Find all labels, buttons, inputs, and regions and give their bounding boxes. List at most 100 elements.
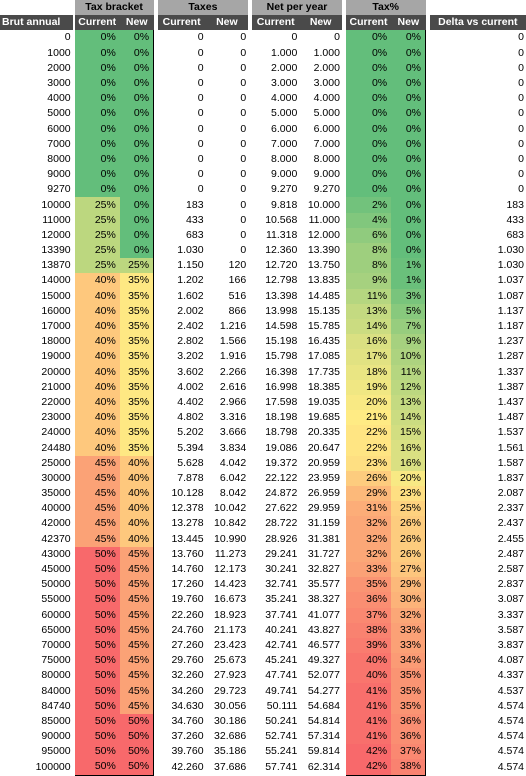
cell-net-current: 16.398 xyxy=(265,365,298,378)
cell-taxes-current: 3.602 xyxy=(177,365,204,378)
cell-bracket-current: 0% xyxy=(74,136,120,152)
cell-taxes-new: 0 xyxy=(240,198,247,211)
cell-net-new: 12.000 xyxy=(307,228,340,241)
cell-taxes-new: 2.616 xyxy=(219,380,247,393)
cell-taxes-current: 2.402 xyxy=(177,320,204,333)
cell-taxpct-current: 0% xyxy=(345,60,392,76)
cell-brut-annual: 50000 xyxy=(41,578,71,591)
cell-bracket-current: 40% xyxy=(74,288,120,304)
cell-taxpct-new: 34% xyxy=(391,653,427,669)
cell-taxpct-new: 0% xyxy=(391,243,427,259)
cell-net-new: 19.685 xyxy=(307,411,340,424)
cell-taxpct-current: 33% xyxy=(345,561,392,578)
cell-net-new: 49.327 xyxy=(307,654,340,667)
cell-bracket-current: 50% xyxy=(74,561,120,578)
cell-taxpct-new: 35% xyxy=(391,698,427,714)
cell-bracket-current: 0% xyxy=(74,75,120,92)
cell-net-current: 29.241 xyxy=(265,547,298,560)
cell-bracket-current: 45% xyxy=(74,486,120,502)
cell-bracket-new: 45% xyxy=(119,653,155,669)
cell-taxes-current: 0 xyxy=(197,152,204,165)
cell-taxpct-new: 1% xyxy=(391,273,427,289)
cell-taxes-new: 0 xyxy=(240,183,247,196)
table-row: 75000 50% 45% 29.760 25.673 45.241 49.327 40% 34… xyxy=(0,653,526,669)
cell-taxes-current: 5.394 xyxy=(177,441,204,454)
table-row: 90000 50% 50% 37.260 32.686 52.741 57.314 41% 36… xyxy=(0,729,526,745)
table-row: 20000 40% 35% 3.602 2.266 16.398 17.735 18% 11% 1… xyxy=(0,364,526,380)
cell-taxpct-new: 3% xyxy=(391,288,427,304)
cell-net-current: 12.360 xyxy=(265,244,298,257)
cell-taxes-current: 0 xyxy=(197,77,204,90)
cell-delta: 0 xyxy=(518,46,524,59)
cell-taxpct-current: 41% xyxy=(345,713,392,729)
cell-delta: 1.487 xyxy=(497,411,524,424)
cell-bracket-new: 45% xyxy=(119,577,155,593)
cell-taxes-new: 18.923 xyxy=(214,608,247,621)
cell-net-current: 28.722 xyxy=(265,517,298,530)
cell-bracket-current: 45% xyxy=(74,455,120,471)
cell-taxes-current: 0 xyxy=(197,46,204,59)
col-header-taxpct-current: Current xyxy=(345,15,392,31)
cell-taxes-current: 39.760 xyxy=(171,745,204,758)
cell-delta: 0 xyxy=(518,61,524,74)
cell-taxes-new: 6.042 xyxy=(219,471,247,484)
cell-taxpct-current: 19% xyxy=(345,379,392,395)
cell-delta: 1.037 xyxy=(497,274,524,287)
cell-brut-annual: 0 xyxy=(64,31,71,44)
cell-net-new: 17.085 xyxy=(307,350,340,363)
table-row: 12000 25% 0% 683 0 11.318 12.000 6% 0% 683 xyxy=(0,227,526,243)
cell-delta: 2.837 xyxy=(497,578,524,591)
cell-taxes-new: 32.686 xyxy=(214,730,247,743)
cell-net-current: 5.000 xyxy=(271,107,298,120)
cell-bracket-new: 35% xyxy=(119,425,155,441)
table-row: 30000 45% 40% 7.878 6.042 22.122 23.959 26% 20% 1… xyxy=(0,470,526,486)
cell-bracket-current: 50% xyxy=(74,729,120,745)
cell-bracket-current: 50% xyxy=(74,683,120,699)
cell-taxpct-new: 11% xyxy=(391,364,427,380)
table-row: 70000 50% 45% 27.260 23.423 42.741 46.577 39% 33… xyxy=(0,637,526,654)
cell-taxpct-new: 30% xyxy=(391,592,427,608)
table-row: 43000 50% 45% 13.760 11.273 29.241 31.727 32% 26… xyxy=(0,546,526,562)
cell-net-new: 15.785 xyxy=(307,320,340,333)
cell-delta: 0 xyxy=(518,107,524,120)
cell-taxes-new: 516 xyxy=(228,289,247,302)
cell-taxes-current: 3.202 xyxy=(177,350,204,363)
cell-taxpct-new: 26% xyxy=(391,531,427,547)
cell-bracket-new: 0% xyxy=(119,60,155,76)
cell-taxes-current: 34.760 xyxy=(171,714,204,727)
cell-net-current: 42.741 xyxy=(265,638,298,651)
col-header-brut-annual: Brut annual xyxy=(0,15,73,31)
cell-taxes-current: 24.760 xyxy=(171,623,204,636)
cell-net-new: 31.381 xyxy=(307,532,340,545)
cell-taxes-current: 1.030 xyxy=(177,244,204,257)
cell-delta: 183 xyxy=(506,198,524,211)
col-header-taxes-new: New xyxy=(205,15,249,31)
cell-taxpct-current: 0% xyxy=(345,75,392,92)
cell-taxes-current: 22.260 xyxy=(171,608,204,621)
cell-taxpct-current: 37% xyxy=(345,607,392,623)
cell-bracket-new: 35% xyxy=(119,273,155,289)
cell-net-current: 18.798 xyxy=(265,426,298,439)
cell-bracket-current: 0% xyxy=(74,151,120,168)
cell-delta: 1.561 xyxy=(497,441,524,454)
cell-net-new: 2.000 xyxy=(313,61,340,74)
cell-taxes-new: 0 xyxy=(240,122,247,135)
cell-bracket-new: 35% xyxy=(119,364,155,380)
cell-taxpct-current: 38% xyxy=(345,622,392,638)
cell-taxpct-current: 22% xyxy=(345,440,392,456)
cell-taxes-new: 0 xyxy=(240,168,247,181)
cell-taxpct-current: 41% xyxy=(345,729,392,745)
cell-bracket-current: 45% xyxy=(74,501,120,517)
cell-net-current: 40.241 xyxy=(265,623,298,636)
cell-delta: 1.137 xyxy=(497,304,524,317)
cell-bracket-new: 35% xyxy=(119,394,155,411)
cell-net-current: 13.998 xyxy=(265,304,298,317)
cell-taxpct-current: 0% xyxy=(345,45,392,61)
cell-net-current: 0 xyxy=(291,31,298,44)
cell-taxpct-current: 0% xyxy=(345,91,392,107)
table-row: 5000 0% 0% 0 0 5.000 5.000 0% 0% 0 xyxy=(0,106,526,122)
cell-net-current: 16.998 xyxy=(265,380,298,393)
cell-brut-annual: 43000 xyxy=(41,547,71,560)
cell-taxpct-current: 23% xyxy=(345,455,392,471)
